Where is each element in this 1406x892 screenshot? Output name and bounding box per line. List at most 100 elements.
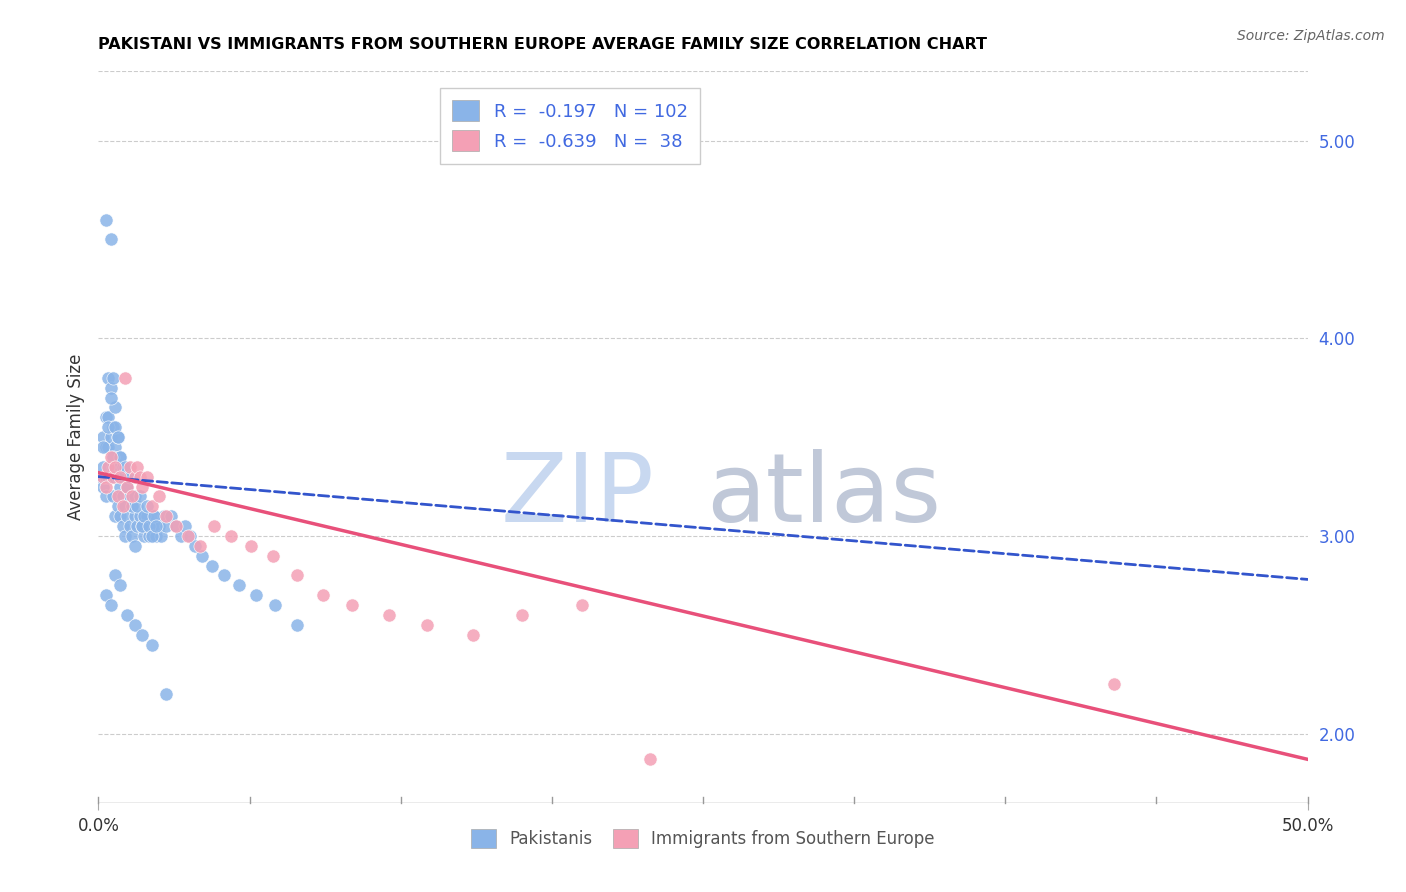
Point: [155, 509, 177, 524]
Point: [128, 509, 150, 524]
Point: [100, 469, 122, 483]
Point: [114, 529, 136, 543]
Point: [262, 549, 284, 563]
Point: [100, 430, 122, 444]
Point: [108, 469, 131, 483]
Point: [100, 450, 122, 464]
Point: [124, 509, 146, 524]
Point: [141, 519, 163, 533]
Point: [117, 479, 139, 493]
Point: [107, 500, 129, 514]
Point: [127, 459, 149, 474]
Legend: Pakistanis, Immigrants from Southern Europe: Pakistanis, Immigrants from Southern Eur…: [463, 821, 943, 856]
Point: [90, 469, 112, 483]
Point: [134, 529, 156, 543]
Point: [97, 440, 120, 454]
Point: [169, 529, 191, 543]
Point: [104, 440, 127, 454]
Point: [201, 558, 224, 573]
Point: [152, 509, 174, 524]
Text: atlas: atlas: [706, 449, 942, 542]
Point: [114, 469, 136, 483]
Point: [108, 479, 131, 493]
Point: [101, 371, 124, 385]
Point: [134, 509, 156, 524]
Point: [124, 618, 146, 632]
Point: [118, 519, 141, 533]
Point: [117, 479, 139, 493]
Point: [148, 489, 170, 503]
Point: [143, 509, 166, 524]
Point: [101, 420, 124, 434]
Point: [121, 500, 143, 514]
Point: [108, 509, 131, 524]
Point: [91, 459, 114, 474]
Point: [121, 489, 143, 503]
Point: [91, 469, 114, 483]
Point: [108, 450, 131, 464]
Point: [160, 509, 183, 524]
Point: [94, 479, 117, 493]
Point: [91, 440, 114, 454]
Point: [118, 469, 141, 483]
Point: [121, 529, 143, 543]
Point: [101, 450, 124, 464]
Point: [571, 598, 593, 612]
Text: Source: ZipAtlas.com: Source: ZipAtlas.com: [1237, 29, 1385, 43]
Point: [100, 391, 122, 405]
Point: [118, 489, 141, 503]
Point: [135, 509, 157, 524]
Point: [94, 410, 117, 425]
Point: [111, 519, 134, 533]
Point: [91, 430, 114, 444]
Point: [131, 519, 153, 533]
Point: [143, 509, 166, 524]
Point: [179, 529, 201, 543]
Point: [107, 430, 129, 444]
Point: [138, 519, 160, 533]
Point: [114, 500, 136, 514]
Point: [128, 489, 150, 503]
Point: [108, 450, 131, 464]
Point: [148, 519, 170, 533]
Point: [155, 519, 177, 533]
Point: [101, 469, 124, 483]
Point: [165, 519, 187, 533]
Point: [114, 459, 136, 474]
Point: [101, 459, 124, 474]
Point: [104, 420, 127, 434]
Point: [104, 469, 127, 483]
Point: [155, 687, 177, 701]
Point: [221, 529, 243, 543]
Point: [638, 752, 661, 766]
Point: [104, 568, 127, 582]
Point: [204, 519, 226, 533]
Point: [145, 519, 167, 533]
Point: [107, 469, 129, 483]
Point: [94, 489, 117, 503]
Point: [127, 519, 149, 533]
Point: [184, 539, 207, 553]
Point: [107, 430, 129, 444]
Point: [121, 500, 143, 514]
Point: [117, 607, 139, 622]
Point: [138, 529, 160, 543]
Point: [118, 459, 141, 474]
Point: [94, 469, 117, 483]
Point: [135, 500, 157, 514]
Y-axis label: Average Family Size: Average Family Size: [66, 354, 84, 520]
Point: [100, 598, 122, 612]
Point: [94, 440, 117, 454]
Point: [145, 529, 167, 543]
Point: [97, 410, 120, 425]
Point: [107, 489, 129, 503]
Point: [188, 539, 211, 553]
Text: ZIP: ZIP: [501, 449, 655, 542]
Point: [141, 500, 163, 514]
Point: [245, 588, 267, 602]
Point: [97, 469, 120, 483]
Point: [239, 539, 262, 553]
Point: [377, 607, 399, 622]
Point: [101, 489, 124, 503]
Point: [124, 469, 146, 483]
